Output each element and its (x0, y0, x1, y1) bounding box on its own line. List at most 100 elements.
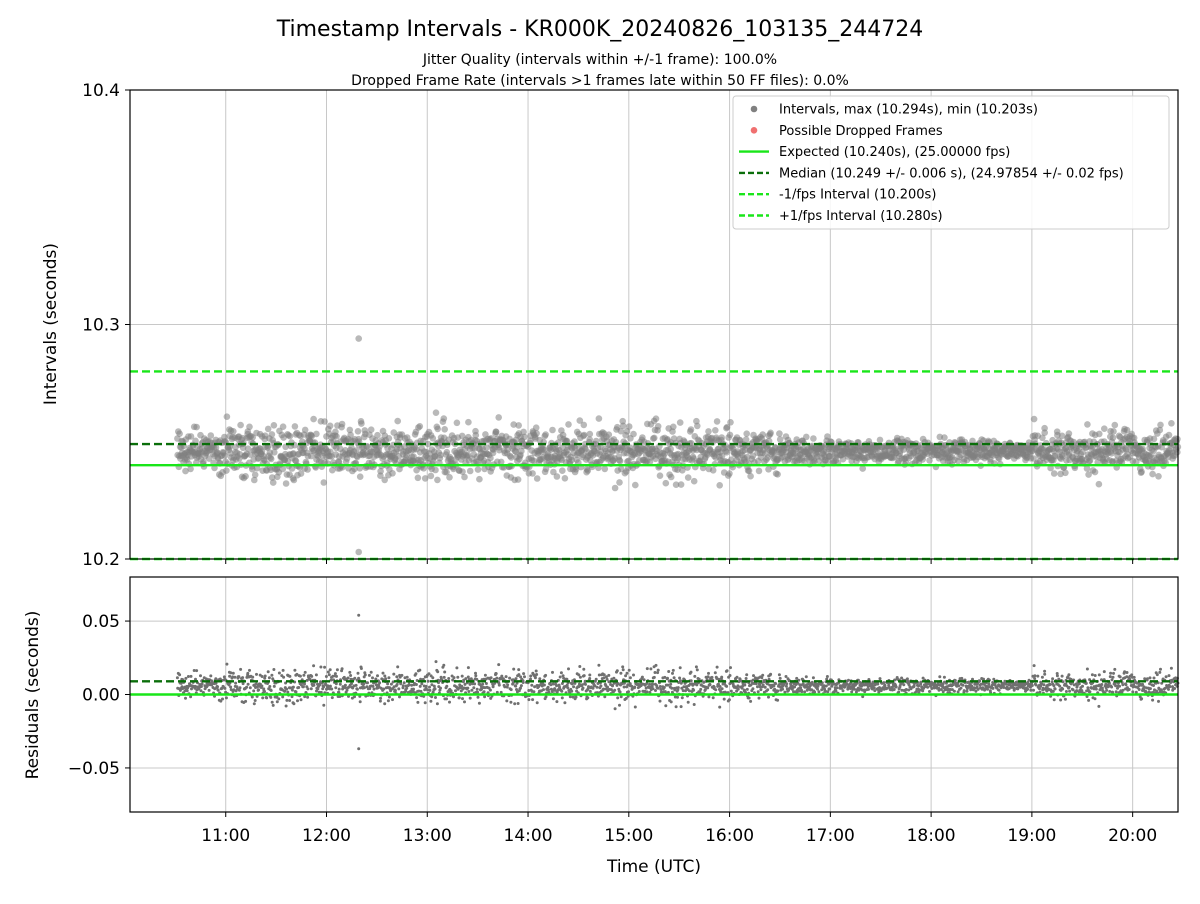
interval-point (690, 455, 697, 462)
residual-point (653, 671, 657, 674)
interval-point (187, 433, 195, 440)
residual-point (1131, 690, 1135, 694)
residual-point (694, 665, 698, 669)
interval-point (727, 419, 734, 426)
interval-point (420, 465, 428, 472)
residual-point (195, 669, 199, 673)
residual-point (538, 677, 542, 681)
interval-point (347, 431, 354, 439)
interval-point (432, 409, 440, 417)
residual-point (335, 674, 338, 678)
residual-point (825, 675, 829, 678)
residual-point (505, 699, 509, 703)
residual-point (292, 702, 296, 706)
residual-point (363, 673, 367, 677)
interval-point (513, 443, 521, 451)
residual-point (285, 687, 289, 691)
interval-point (774, 471, 781, 478)
interval-point (690, 477, 698, 485)
residual-point (619, 695, 623, 699)
interval-point (320, 479, 328, 486)
residual-point (379, 696, 383, 700)
legend-entry-label: Intervals, max (10.294s), min (10.203s) (779, 103, 1038, 118)
residual-point (559, 671, 563, 675)
interval-point (1157, 421, 1164, 429)
interval-point (718, 452, 726, 460)
residual-point (512, 667, 516, 671)
residual-point (642, 678, 646, 682)
residual-point (618, 690, 622, 694)
interval-point (616, 457, 624, 465)
residual-point (497, 683, 501, 687)
chart-subtitle-jitter: Jitter Quality (intervals within +/-1 fr… (422, 52, 777, 68)
residual-point (288, 674, 292, 678)
residual-point (334, 686, 338, 690)
residual-point (603, 695, 607, 699)
residual-point (921, 689, 925, 693)
residual-point (1048, 683, 1052, 686)
residual-point (897, 690, 901, 694)
interval-point (355, 335, 363, 342)
interval-point (1109, 434, 1117, 442)
residual-point (588, 673, 592, 677)
residual-point (383, 702, 387, 706)
residual-point (574, 695, 578, 699)
residual-point (1034, 683, 1038, 687)
interval-point (580, 431, 588, 439)
residual-point (275, 700, 279, 704)
residual-point (1067, 685, 1071, 689)
residual-point (1033, 674, 1037, 678)
interval-point (656, 472, 664, 480)
interval-point (1091, 468, 1099, 476)
residual-point (957, 684, 961, 688)
residual-point (483, 673, 487, 677)
bottom-y-tick-label: 0.00 (82, 686, 120, 706)
interval-point (356, 465, 364, 472)
residual-point (398, 695, 401, 699)
residual-point (678, 666, 682, 670)
interval-point (1174, 435, 1181, 443)
residual-point (467, 690, 471, 693)
residual-point (433, 687, 437, 691)
residual-point (761, 673, 765, 677)
residual-point (867, 687, 870, 691)
residual-point (1093, 697, 1097, 701)
x-tick-label: 17:00 (806, 826, 855, 846)
residual-point (271, 703, 275, 707)
residual-point (372, 687, 376, 691)
residual-point (362, 682, 366, 686)
residual-point (1060, 674, 1064, 678)
interval-point (290, 476, 298, 484)
residual-point (711, 696, 715, 700)
residual-point (529, 674, 533, 678)
interval-point (279, 423, 287, 431)
residual-point (878, 677, 882, 681)
residual-point (456, 675, 460, 679)
residual-point (472, 686, 476, 690)
residual-point (699, 687, 703, 691)
residual-point (333, 672, 337, 676)
interval-point (279, 465, 287, 473)
residual-point (223, 686, 227, 690)
interval-point (532, 424, 540, 432)
interval-point (497, 458, 505, 466)
residual-point (393, 689, 397, 693)
interval-point (630, 430, 637, 438)
residual-point (1137, 688, 1141, 691)
interval-point (605, 431, 613, 439)
residual-point (517, 668, 521, 672)
interval-point (803, 433, 810, 441)
interval-point (354, 428, 362, 435)
legend-entry-label: Expected (10.240s), (25.00000 fps) (779, 145, 1010, 160)
residual-point (561, 674, 565, 678)
residual-point (706, 675, 710, 679)
interval-point (572, 466, 580, 473)
interval-point (586, 430, 594, 438)
interval-point (1083, 465, 1091, 472)
residual-point (306, 687, 310, 691)
bottom-panel: 11:00 12:00 13:00 14:00 15:00 16:00 17:00 18:00… (23, 576, 1180, 877)
interval-point (694, 422, 701, 430)
interval-point (595, 415, 603, 422)
residual-point (282, 675, 286, 679)
x-tick-label: 18:00 (907, 826, 956, 846)
